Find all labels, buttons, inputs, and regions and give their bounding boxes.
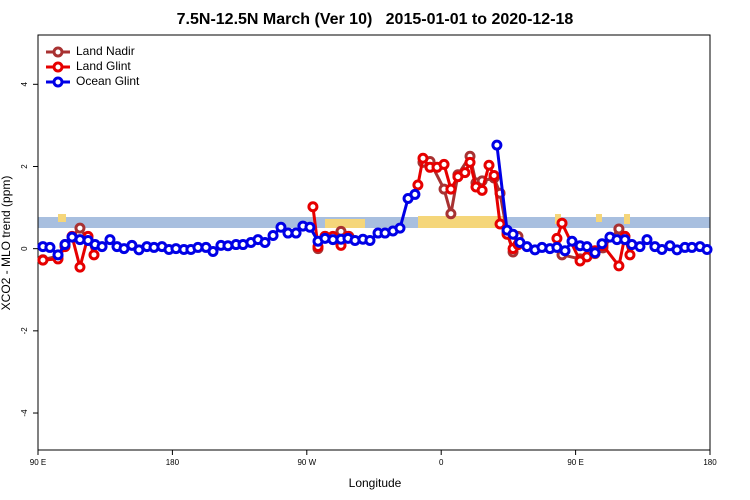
point	[96, 241, 108, 253]
legend-marker	[52, 76, 64, 88]
point	[507, 228, 519, 240]
point	[259, 237, 271, 248]
y-axis-label: XCO2 - MLO trend (ppm)	[0, 176, 13, 311]
point	[394, 222, 406, 234]
point	[483, 159, 495, 171]
point	[445, 183, 457, 195]
ocean-band	[38, 217, 710, 228]
legend-label: Ocean Glint	[76, 74, 140, 88]
point	[581, 251, 593, 263]
point	[267, 230, 279, 242]
x-tick-label: 90 E	[30, 458, 46, 467]
point	[438, 158, 450, 170]
legend-marker	[52, 61, 64, 73]
legend-label: Land Nadir	[76, 44, 135, 58]
x-tick-label: 0	[439, 458, 444, 467]
y-tick-label: 2	[20, 164, 29, 169]
point	[464, 156, 476, 168]
point	[74, 261, 86, 273]
point	[613, 260, 625, 272]
point	[624, 249, 636, 261]
land-band	[58, 214, 66, 222]
land-band	[325, 219, 365, 228]
point	[619, 234, 631, 246]
point	[589, 247, 601, 259]
x-tick-label: 180	[166, 458, 180, 467]
point	[304, 221, 316, 233]
y-tick-label: -2	[20, 327, 29, 335]
point	[566, 235, 578, 247]
point	[556, 217, 568, 229]
y-tick-label: 4	[20, 82, 29, 87]
plot-frame	[37, 34, 711, 451]
point	[409, 188, 421, 200]
land-band	[624, 214, 630, 224]
point	[459, 167, 471, 179]
point	[290, 227, 302, 239]
point	[445, 208, 457, 220]
point	[488, 170, 500, 182]
legend-label: Land Glint	[76, 59, 131, 73]
point	[581, 241, 593, 253]
point	[494, 218, 506, 230]
point	[307, 201, 319, 213]
point	[44, 241, 56, 253]
point	[104, 234, 116, 246]
map-strip	[38, 214, 710, 228]
land-band	[418, 216, 503, 228]
point	[417, 152, 429, 164]
point	[207, 246, 219, 258]
point	[476, 184, 488, 196]
x-tick-label: 180	[703, 458, 717, 467]
x-axis-label: Longitude	[349, 476, 402, 490]
point	[412, 179, 424, 191]
legend-marker	[52, 46, 64, 58]
point	[641, 234, 653, 246]
point	[613, 223, 625, 235]
point	[52, 249, 64, 261]
x-tick-label: 90 W	[297, 458, 316, 467]
y-tick-label: 0	[20, 246, 29, 251]
point	[491, 139, 503, 151]
chart-title: 7.5N-12.5N March (Ver 10) 2015-01-01 to …	[177, 11, 574, 28]
point	[596, 238, 608, 250]
point	[559, 245, 571, 257]
y-tick-label: -4	[20, 409, 29, 417]
point	[37, 254, 49, 266]
land-band	[555, 214, 561, 224]
point	[634, 241, 646, 253]
point	[88, 249, 100, 261]
point	[275, 221, 287, 233]
point	[551, 232, 563, 244]
point	[364, 234, 376, 246]
point	[74, 222, 86, 234]
x-tick-label: 90 E	[567, 458, 583, 467]
point	[701, 243, 713, 255]
point	[59, 239, 71, 251]
land-band	[596, 214, 602, 222]
